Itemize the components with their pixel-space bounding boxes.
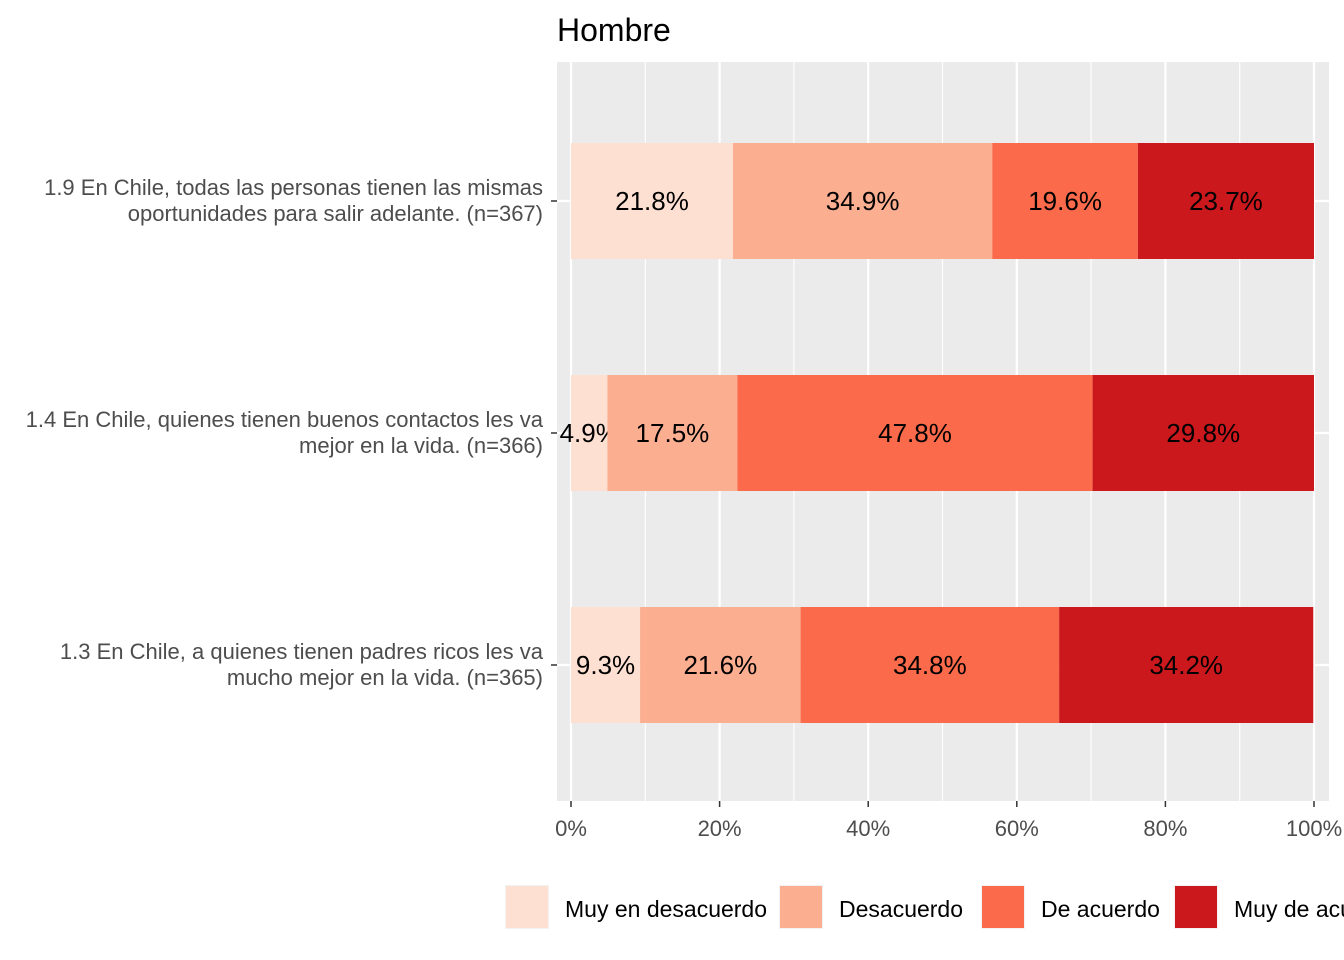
legend-swatch — [506, 886, 548, 928]
category-label: mucho mejor en la vida. (n=365) — [227, 665, 543, 690]
legend-swatch — [982, 886, 1024, 928]
category-label: oportunidades para salir adelante. (n=36… — [128, 201, 543, 226]
x-tick-label: 80% — [1143, 816, 1187, 841]
bar-value-label: 21.6% — [683, 650, 757, 680]
x-tick-label: 60% — [995, 816, 1039, 841]
category-label: 1.9 En Chile, todas las personas tienen … — [44, 175, 543, 200]
bar-segment — [571, 143, 733, 259]
bar-segment — [800, 607, 1060, 723]
legend-swatch — [780, 886, 822, 928]
legend-swatch — [1175, 886, 1217, 928]
legend-label: Muy de acuerdo — [1234, 896, 1344, 922]
legend-label: Muy en desacuerdo — [565, 896, 767, 922]
category-labels: 1.9 En Chile, todas las personas tienen … — [26, 175, 557, 690]
bar-value-label: 9.3% — [576, 650, 635, 680]
x-tick-label: 20% — [698, 816, 742, 841]
bar-segment — [1059, 607, 1314, 723]
category-label: 1.3 En Chile, a quienes tienen padres ri… — [60, 639, 544, 664]
bar-segment — [737, 375, 1093, 491]
bar-segment — [607, 375, 738, 491]
bar-segment — [1092, 375, 1314, 491]
bar-value-label: 21.8% — [615, 186, 689, 216]
bar-value-label: 29.8% — [1166, 418, 1240, 448]
x-axis: 0% 20% 40% 60% 80% 100% — [555, 801, 1342, 841]
bar-value-label: 47.8% — [878, 418, 952, 448]
category-label: 1.4 En Chile, quienes tienen buenos cont… — [26, 407, 544, 432]
bar-segment — [640, 607, 801, 723]
bar-value-label: 34.2% — [1149, 650, 1223, 680]
chart-title: Hombre — [557, 12, 671, 48]
x-tick-label: 40% — [846, 816, 890, 841]
x-tick-label: 100% — [1286, 816, 1342, 841]
bar-segment — [992, 143, 1138, 259]
bar-segment — [1137, 143, 1314, 259]
bar-value-label: 19.6% — [1028, 186, 1102, 216]
bar-segment — [571, 607, 641, 723]
legend: Muy en desacuerdo Desacuerdo De acuerdo Muy… — [505, 885, 1344, 929]
bar-value-label: 23.7% — [1189, 186, 1263, 216]
category-label: mejor en la vida. (n=366) — [299, 433, 543, 458]
bar-value-label: 34.8% — [893, 650, 967, 680]
x-tick-label: 0% — [555, 816, 587, 841]
legend-label: Desacuerdo — [839, 896, 963, 922]
legend-label: De acuerdo — [1041, 896, 1160, 922]
bar-value-label: 17.5% — [636, 418, 710, 448]
bar-segment — [732, 143, 993, 259]
bars-group: 21.8% 34.9% 19.6% 23.7%4.9% 17.5% 47.8% 29.8%9… — [560, 143, 1314, 723]
bar-segment — [571, 375, 608, 491]
bar-value-label: 34.9% — [826, 186, 900, 216]
